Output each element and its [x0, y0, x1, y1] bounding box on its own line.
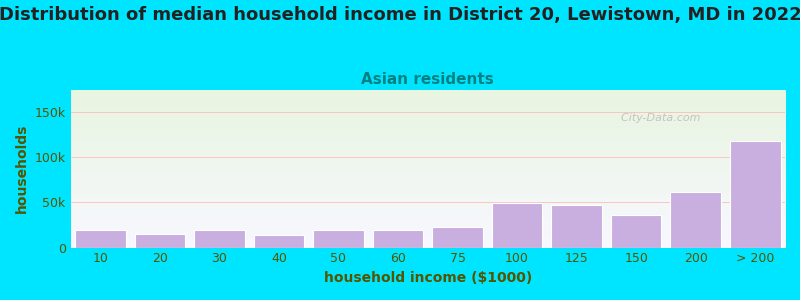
Bar — [313, 230, 364, 248]
Bar — [432, 227, 483, 248]
Bar — [551, 205, 602, 248]
Y-axis label: households: households — [15, 124, 29, 213]
Bar — [611, 215, 662, 248]
Bar — [492, 203, 542, 247]
Text: City-Data.com: City-Data.com — [614, 113, 700, 123]
Title: Asian residents: Asian residents — [362, 72, 494, 87]
Bar — [730, 141, 781, 248]
Bar — [134, 234, 185, 247]
Bar — [373, 230, 423, 248]
Bar — [670, 192, 721, 248]
Bar — [194, 230, 245, 247]
X-axis label: household income ($1000): household income ($1000) — [324, 271, 532, 285]
Text: Distribution of median household income in District 20, Lewistown, MD in 2022: Distribution of median household income … — [0, 6, 800, 24]
Bar — [75, 230, 126, 247]
Bar — [254, 235, 304, 247]
